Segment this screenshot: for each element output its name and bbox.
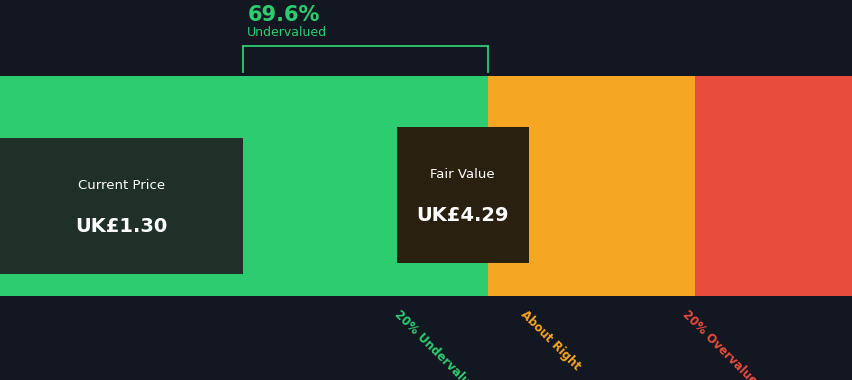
Text: Current Price: Current Price [78,179,165,192]
Text: Fair Value: Fair Value [430,168,494,181]
Text: UK£4.29: UK£4.29 [416,206,509,225]
Text: 69.6%: 69.6% [247,5,320,25]
Bar [487,76,694,296]
Text: About Right: About Right [517,308,583,373]
Bar [396,127,528,263]
Bar [694,76,852,296]
Bar [0,76,487,296]
Bar [0,138,243,274]
Text: Undervalued: Undervalued [247,26,327,39]
Text: 20% Overvalued: 20% Overvalued [679,308,765,380]
Text: 20% Undervalued: 20% Undervalued [392,308,483,380]
Text: UK£1.30: UK£1.30 [75,217,168,236]
